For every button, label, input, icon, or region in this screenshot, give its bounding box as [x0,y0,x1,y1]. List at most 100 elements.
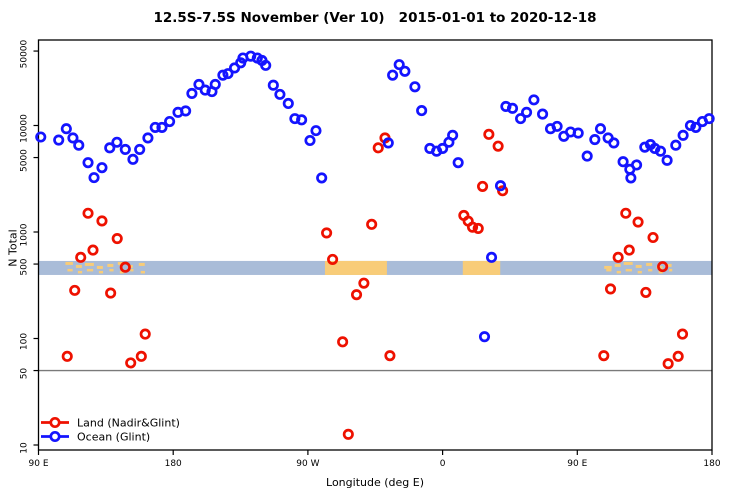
ocean-data-point [193,78,205,90]
y-tick-label: 10000 [20,114,30,143]
ocean-data-point [494,180,507,192]
map-strip-island [648,268,653,272]
ocean-data-point [134,143,146,155]
x-tick-label: 90 E [29,459,49,469]
map-strip-island [635,264,642,268]
land-data-point [139,328,151,340]
ocean-data-point [452,157,464,169]
map-strip-land [324,260,387,275]
ocean-data-point [594,123,607,135]
ocean-data-point [684,119,696,132]
ocean-data-point [387,69,399,81]
land-data-point [657,261,669,273]
map-strip-island [667,263,672,267]
map-strip-island [109,268,114,272]
ocean-data-point [119,143,131,155]
ocean-data-point [304,134,316,147]
ocean-data-point [149,121,161,133]
ocean-data-point [478,331,491,343]
land-data-point [350,289,363,301]
ocean-data-point [703,113,715,125]
chart-title: 12.5S-7.5S November (Ver 10) 2015-01-01 … [153,10,597,26]
map-strip-island [84,262,94,266]
ocean-data-point [521,106,533,118]
land-data-point [483,128,495,140]
ocean-data-point [399,65,411,77]
ocean-data-point [515,113,527,125]
land-data-point [337,336,349,348]
legend-marker [49,430,61,443]
ocean-data-point [104,142,116,154]
ocean-data-point [53,134,65,146]
map-strip-island [669,268,673,272]
map-strip-island [623,261,633,265]
x-tick-label: 180 [165,459,182,469]
ocean-data-point [111,136,123,148]
ocean-data-point [156,121,168,133]
land-data-point [612,251,624,263]
land-data-point [61,350,73,362]
land-data-point [327,253,339,265]
land-data-point [620,207,632,219]
ocean-data-point [217,69,229,81]
land-data-point [342,428,354,440]
ocean-data-point [409,81,421,93]
land-data-point [672,350,684,362]
ocean-data-point [690,121,702,133]
ocean-data-point [393,59,405,71]
ocean-data-point [382,137,394,149]
ocean-data-point [82,157,94,169]
land-data-point [466,221,479,233]
y-tick-label: 10 [20,442,30,454]
land-data-point [105,287,117,299]
ocean-data-point [96,162,108,174]
map-strip-island [625,268,632,272]
ocean-data-point [631,159,643,171]
land-data-point [358,277,370,289]
ocean-data-point [60,123,72,135]
land-data-point [372,142,384,154]
ocean-data-point [537,108,549,120]
ocean-data-point [282,97,294,110]
ocean-data-point [316,172,328,184]
ocean-data-point [267,79,279,91]
ocean-data-point [581,150,593,162]
map-strip-island [77,270,83,274]
map-strip-land [462,260,501,275]
map-strip-island [140,270,145,274]
x-tick-label: 90 W [296,459,319,469]
y-tick-label: 50 [20,368,30,380]
map-strip-island [130,268,134,272]
ocean-data-point [310,125,322,137]
ocean-data-point [654,145,667,157]
map-strip-island [614,263,621,267]
x-axis-title: Longitude (deg E) [326,476,424,489]
map-strip-island [616,270,621,274]
y-tick-label: 100 [20,333,30,350]
land-data-point [321,227,333,239]
land-data-point [82,207,94,219]
ocean-data-point [572,127,584,139]
ocean-data-point [260,59,272,71]
land-data-point [69,284,81,296]
land-data-point [662,358,674,370]
map-strip-island [96,265,103,269]
ocean-data-point [186,87,198,99]
map-strip-island [658,270,663,274]
land-data-point [119,261,131,273]
ocean-data-point [127,153,139,165]
ocean-data-point [142,132,154,144]
ocean-data-point [589,134,601,146]
land-data-point [111,232,123,245]
ocean-data-point [506,102,519,114]
map-strip-island [637,270,642,274]
map-strip-island [646,262,653,266]
ocean-data-point [296,114,308,126]
land-data-point [604,283,617,295]
map-strip-island [86,268,94,272]
ocean-data-point [199,84,211,96]
ocean-data-point [164,115,176,128]
ocean-data-point [485,251,498,263]
